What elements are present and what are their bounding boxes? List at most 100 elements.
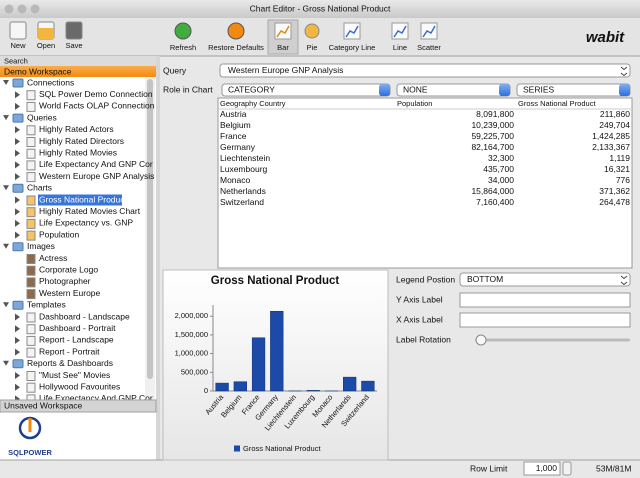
- expand-arrow[interactable]: [15, 231, 20, 239]
- toolbar-button[interactable]: Bar: [277, 43, 289, 52]
- window-button[interactable]: [30, 4, 40, 14]
- toolbar-button[interactable]: Pie: [307, 43, 318, 52]
- toolbar-icon[interactable]: [227, 22, 245, 40]
- splitter[interactable]: [156, 56, 160, 460]
- column-header: Geography Country: [220, 99, 286, 108]
- tree-item[interactable]: Life Expectancy And GNP Cor: [39, 393, 153, 403]
- toolbar-icon[interactable]: [38, 28, 54, 39]
- expand-arrow[interactable]: [15, 161, 20, 169]
- property-label: Y Axis Label: [396, 294, 443, 304]
- tree-item[interactable]: Highly Rated Movies: [39, 147, 117, 157]
- expand-arrow[interactable]: [15, 383, 20, 391]
- toolbar-icon[interactable]: [393, 25, 407, 38]
- tree-group[interactable]: Reports & Dashboards: [27, 358, 113, 368]
- expand-arrow[interactable]: [3, 80, 9, 85]
- toolbar-button[interactable]: Line: [393, 43, 407, 52]
- expand-arrow[interactable]: [15, 196, 20, 204]
- spinner[interactable]: [562, 461, 572, 476]
- expand-arrow[interactable]: [15, 336, 20, 344]
- expand-arrow[interactable]: [15, 313, 20, 321]
- combo-button[interactable]: [499, 84, 510, 96]
- legend-combo[interactable]: [459, 272, 631, 287]
- toolbar-icon[interactable]: [65, 21, 83, 40]
- toolbar-icon[interactable]: [422, 25, 436, 38]
- expand-arrow[interactable]: [15, 149, 20, 157]
- query-combo[interactable]: [219, 63, 631, 78]
- toolbar-button[interactable]: New: [10, 41, 26, 50]
- tree-group[interactable]: Images: [27, 241, 55, 251]
- expand-arrow[interactable]: [15, 102, 20, 110]
- toolbar-icon[interactable]: [174, 22, 192, 40]
- toolbar-button[interactable]: Category Line: [329, 43, 376, 52]
- role-label: Role in Chart: [163, 84, 213, 94]
- tree-item[interactable]: Corporate Logo: [39, 264, 98, 274]
- tree-item[interactable]: Highly Rated Actors: [39, 124, 114, 134]
- expand-arrow[interactable]: [3, 185, 9, 191]
- tree-item[interactable]: Western Europe: [39, 288, 101, 298]
- tree-item[interactable]: Western Europe GNP Analysis: [39, 171, 154, 181]
- tree-item[interactable]: Life Expectancy vs. GNP: [39, 218, 133, 228]
- scroll-thumb[interactable]: [147, 79, 153, 379]
- window-button[interactable]: [4, 4, 14, 14]
- expand-arrow[interactable]: [3, 302, 9, 308]
- expand-arrow[interactable]: [15, 325, 20, 333]
- y-tick-label: 1,000,000: [175, 349, 208, 358]
- tree-group[interactable]: Connections: [27, 77, 74, 87]
- window-button[interactable]: [17, 4, 27, 14]
- expand-arrow[interactable]: [3, 115, 9, 121]
- combo-button[interactable]: [619, 84, 630, 96]
- query-label: Query: [163, 65, 187, 75]
- toolbar-icon[interactable]: [9, 21, 27, 40]
- text-input[interactable]: [459, 312, 631, 328]
- tree-group[interactable]: Queries: [27, 112, 57, 122]
- combo-button[interactable]: [379, 84, 390, 96]
- tree-item[interactable]: Gross National Product: [39, 194, 128, 204]
- tree-item[interactable]: Highly Rated Movies Chart: [39, 206, 141, 216]
- expand-arrow[interactable]: [15, 219, 20, 227]
- item-icon: [26, 148, 36, 159]
- table-cell: 1,119: [609, 153, 630, 163]
- tree-item[interactable]: "Must See" Movies: [39, 370, 110, 380]
- expand-arrow[interactable]: [15, 91, 20, 99]
- toolbar-button[interactable]: Save: [65, 41, 82, 50]
- expand-arrow[interactable]: [15, 138, 20, 145]
- column-header: Gross National Product: [518, 99, 596, 108]
- expand-arrow[interactable]: [15, 208, 20, 216]
- slider-track[interactable]: [475, 338, 630, 342]
- tree-item[interactable]: World Facts OLAP Connection: [39, 101, 155, 111]
- tree-item[interactable]: Population: [39, 229, 79, 239]
- text-input[interactable]: [459, 292, 631, 308]
- toolbar-button[interactable]: Open: [37, 41, 55, 50]
- tree-group[interactable]: Templates: [27, 300, 66, 310]
- toolbar-icon[interactable]: [345, 25, 359, 38]
- row-limit: 1,000: [536, 463, 558, 473]
- expand-arrow[interactable]: [3, 243, 9, 249]
- toolbar-button[interactable]: Scatter: [417, 43, 441, 52]
- tree-item[interactable]: Hollywood Favourites: [39, 381, 120, 391]
- slider-knob[interactable]: [475, 334, 487, 346]
- expand-arrow[interactable]: [15, 126, 20, 134]
- tree-group[interactable]: Charts: [27, 183, 52, 193]
- expand-arrow[interactable]: [15, 372, 20, 379]
- expand-arrow[interactable]: [15, 348, 20, 356]
- tree-item[interactable]: Report - Landscape: [39, 335, 114, 345]
- tree-item[interactable]: Dashboard - Landscape: [39, 311, 130, 321]
- tree-item[interactable]: Dashboard - Portrait: [39, 323, 116, 333]
- item-icon: [26, 101, 36, 112]
- tree-item[interactable]: Actress: [39, 253, 67, 263]
- toolbar-icon[interactable]: [276, 25, 290, 38]
- tree-item[interactable]: Report - Portrait: [39, 346, 100, 356]
- toolbar-button[interactable]: Restore Defaults: [208, 43, 264, 52]
- toolbar-icon[interactable]: [304, 23, 320, 39]
- tree-item[interactable]: Highly Rated Directors: [39, 136, 124, 146]
- tree-item[interactable]: Life Expectancy And GNP Cor: [39, 159, 153, 169]
- unsaved-workspace[interactable]: Unsaved Workspace: [4, 400, 83, 410]
- expand-arrow[interactable]: [15, 173, 20, 181]
- memory-usage: 53M/81M: [596, 463, 631, 473]
- workspace-title[interactable]: Demo Workspace: [4, 66, 72, 76]
- row-limit-input[interactable]: [523, 461, 561, 476]
- expand-arrow[interactable]: [3, 360, 9, 366]
- tree-item[interactable]: SQL Power Demo Connection: [39, 89, 153, 99]
- toolbar-button[interactable]: Refresh: [170, 43, 196, 52]
- tree-item[interactable]: Photographer: [39, 276, 91, 286]
